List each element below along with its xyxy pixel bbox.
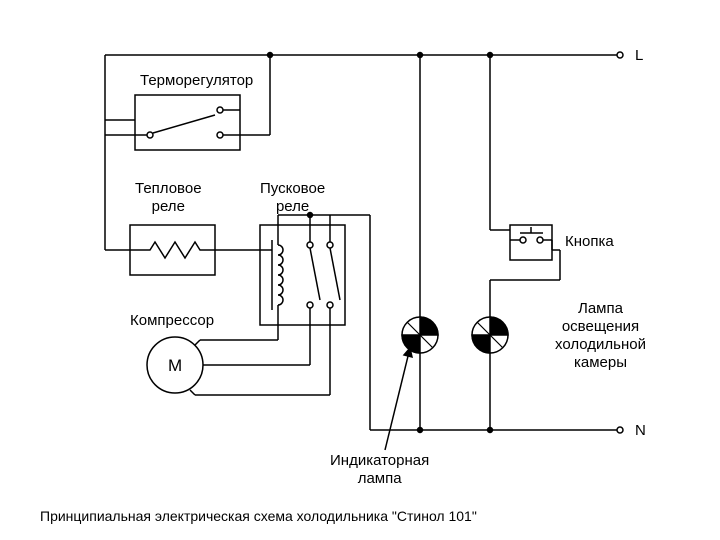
button-label: Кнопка <box>565 233 614 250</box>
compressor-label: Компрессор <box>130 312 214 329</box>
terminal-l-label: L <box>635 47 643 64</box>
thermostat-label: Терморегулятор <box>140 72 253 89</box>
diagram-caption: Принципиальная электрическая схема холод… <box>40 508 477 524</box>
start-relay-label: Пусковое реле <box>260 180 325 216</box>
thermal-relay-label: Тепловое реле <box>135 180 202 216</box>
motor-symbol: М <box>168 356 182 376</box>
terminal-n-label: N <box>635 422 646 439</box>
circuit-diagram: Терморегулятор Тепловое реле Пусковое ре… <box>0 0 720 540</box>
lamp-label: Лампа освещения холодильной камеры <box>555 300 646 372</box>
indicator-lamp-label: Индикаторная лампа <box>330 452 429 488</box>
